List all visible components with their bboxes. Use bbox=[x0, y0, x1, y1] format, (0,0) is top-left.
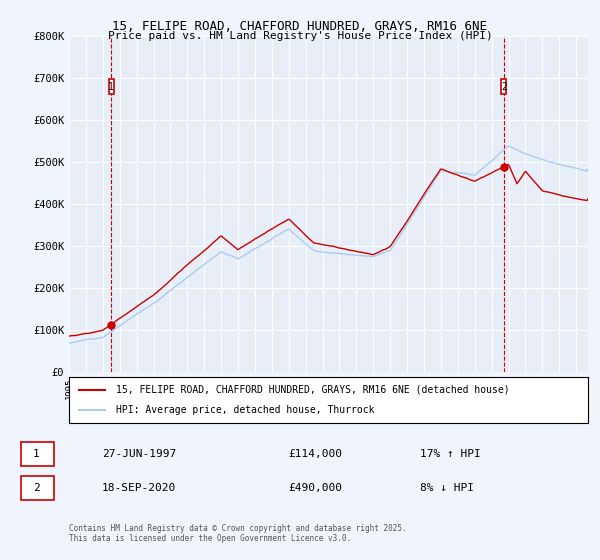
Text: 18-SEP-2020: 18-SEP-2020 bbox=[102, 483, 176, 493]
Text: £114,000: £114,000 bbox=[288, 449, 342, 459]
Text: Price paid vs. HM Land Registry's House Price Index (HPI): Price paid vs. HM Land Registry's House … bbox=[107, 31, 493, 41]
FancyBboxPatch shape bbox=[501, 79, 506, 94]
Text: 17% ↑ HPI: 17% ↑ HPI bbox=[420, 449, 481, 459]
Text: 2: 2 bbox=[32, 483, 40, 493]
Text: 15, FELIPE ROAD, CHAFFORD HUNDRED, GRAYS, RM16 6NE: 15, FELIPE ROAD, CHAFFORD HUNDRED, GRAYS… bbox=[113, 20, 487, 32]
Text: 2: 2 bbox=[501, 82, 507, 92]
FancyBboxPatch shape bbox=[21, 477, 54, 501]
Text: 1: 1 bbox=[32, 449, 40, 459]
Text: 27-JUN-1997: 27-JUN-1997 bbox=[102, 449, 176, 459]
Text: 1: 1 bbox=[108, 82, 114, 92]
FancyBboxPatch shape bbox=[21, 442, 54, 466]
Text: Contains HM Land Registry data © Crown copyright and database right 2025.
This d: Contains HM Land Registry data © Crown c… bbox=[69, 524, 407, 543]
Text: 8% ↓ HPI: 8% ↓ HPI bbox=[420, 483, 474, 493]
FancyBboxPatch shape bbox=[109, 79, 113, 94]
Text: HPI: Average price, detached house, Thurrock: HPI: Average price, detached house, Thur… bbox=[116, 405, 374, 415]
Text: £490,000: £490,000 bbox=[288, 483, 342, 493]
Text: 15, FELIPE ROAD, CHAFFORD HUNDRED, GRAYS, RM16 6NE (detached house): 15, FELIPE ROAD, CHAFFORD HUNDRED, GRAYS… bbox=[116, 385, 509, 395]
